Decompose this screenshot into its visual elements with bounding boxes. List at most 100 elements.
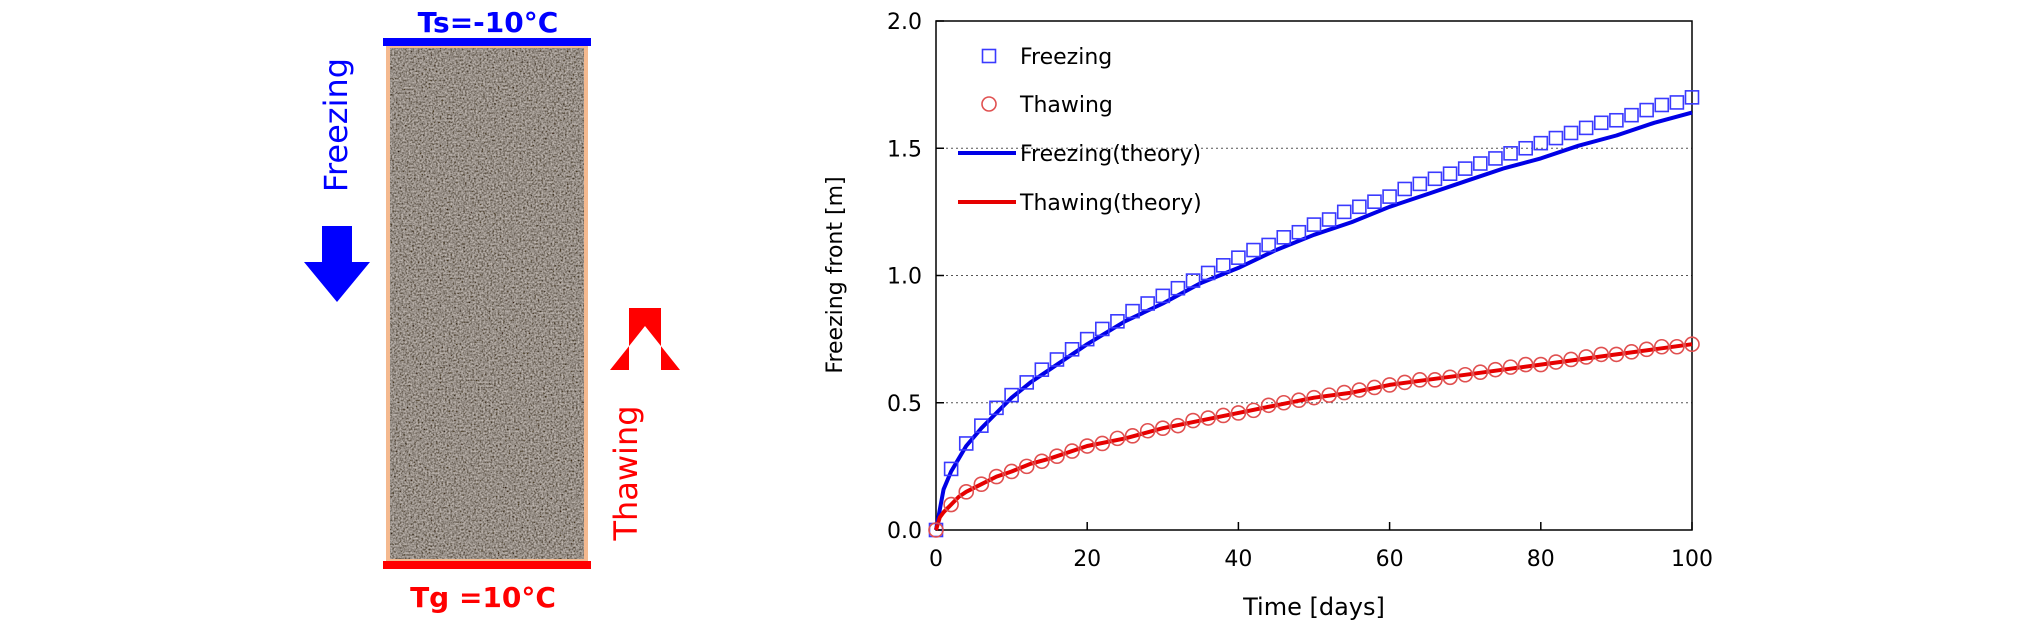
data-point-thawing: [1366, 379, 1383, 396]
data-point-thawing: [1548, 354, 1564, 370]
data-point-freezing: [1503, 146, 1518, 161]
legend-entry-label: Thawing(theory): [1019, 191, 1202, 216]
data-point-freezing: [1004, 387, 1019, 403]
x-tick-label: 20: [1073, 547, 1101, 572]
data-point-thawing: [928, 522, 944, 538]
y-tick-label: 2.0: [887, 10, 922, 35]
freezing-front-chart: 0.00.51.01.52.00 20 40 60 80 100 Time [days] …: [823, 10, 1713, 621]
data-point-thawing: [1079, 438, 1095, 454]
data-point-freezing: [1215, 258, 1231, 273]
data-point-freezing: [1155, 288, 1171, 304]
data-point-thawing: [1200, 410, 1216, 426]
soil-column-diagram: Ts=-10°C Tg =10°C Freezing Thawing: [304, 6, 680, 614]
data-point-freezing: [1276, 230, 1292, 245]
data-point-freezing: [1110, 314, 1125, 329]
data-point-thawing: [1155, 420, 1171, 437]
bottom-boundary-label: Tg =10°C: [410, 581, 556, 614]
x-axis-label: Time [days]: [1242, 593, 1385, 621]
data-point-freezing: [1684, 90, 1700, 105]
data-point-freezing: [1473, 156, 1488, 171]
series-line-thawing-theory-: [934, 342, 1693, 531]
thawing-arrow-icon: [610, 308, 680, 370]
data-point-thawing: [1109, 430, 1126, 447]
data-point-freezing: [1321, 212, 1337, 227]
legend-swatch-square: [981, 48, 997, 64]
x-tick-label: 60: [1376, 547, 1404, 572]
data-point-freezing: [1140, 296, 1155, 311]
data-point-freezing: [1170, 280, 1186, 296]
data-point-thawing: [1502, 359, 1519, 375]
x-tick-label: 40: [1224, 547, 1252, 572]
soil-texture: [390, 48, 584, 559]
data-point-freezing: [1352, 199, 1367, 215]
top-boundary-label: Ts=-10°C: [418, 6, 559, 39]
data-point-freezing: [1593, 115, 1609, 131]
data-point-thawing: [1412, 372, 1428, 388]
data-point-freezing: [1639, 102, 1654, 118]
data-point-thawing: [943, 496, 959, 513]
data-point-freezing: [1064, 342, 1080, 357]
data-point-thawing: [1124, 428, 1141, 444]
legend-entry-label: Freezing(theory): [1020, 142, 1201, 167]
data-point-thawing: [1018, 458, 1035, 475]
x-tick-label: 80: [1527, 547, 1555, 572]
data-point-freezing: [1533, 135, 1549, 151]
y-tick-label: 1.5: [887, 137, 922, 162]
data-point-thawing: [1517, 356, 1534, 373]
data-point-freezing: [1291, 224, 1307, 240]
data-point-thawing: [1457, 366, 1473, 383]
data-point-thawing: [1185, 412, 1201, 429]
data-point-freezing: [1079, 331, 1095, 347]
data-point-freezing: [1125, 303, 1140, 319]
data-point-thawing: [1170, 417, 1186, 434]
data-point-freezing: [1095, 321, 1110, 337]
y-axis-label: Freezing front [m]: [823, 176, 848, 373]
x-tick-label: 0: [929, 547, 943, 572]
data-point-freezing: [1578, 120, 1594, 136]
axis-ticks: 0.0 0.5 1.0 1.5 2.0 0 20 40 60 80 100: [887, 10, 1713, 572]
y-tick-label: 0.5: [887, 392, 922, 417]
y-tick-label: 1.0: [887, 265, 922, 290]
data-point-thawing: [1260, 397, 1277, 414]
data-point-freezing: [989, 400, 1004, 416]
data-point-thawing: [1034, 453, 1050, 470]
freezing-arrow-icon: [304, 226, 370, 302]
data-point-thawing: [973, 476, 990, 492]
data-point-freezing: [1034, 362, 1050, 377]
data-point-freezing: [1412, 176, 1428, 192]
top-boundary-bar: [383, 38, 591, 46]
data-point-thawing: [1472, 364, 1489, 381]
data-point-freezing: [1669, 95, 1685, 110]
data-point-freezing: [1185, 273, 1201, 288]
data-point-freezing: [943, 461, 959, 477]
data-point-freezing: [1367, 194, 1382, 209]
data-point-thawing: [1230, 405, 1247, 421]
data-point-thawing: [1215, 407, 1232, 424]
data-point-thawing: [1321, 387, 1337, 403]
legend: Freezing Thawing Freezing(theory) Thawing(t…: [958, 45, 1202, 216]
data-point-freezing: [1231, 250, 1246, 265]
data-point-thawing: [1094, 435, 1111, 452]
data-point-freezing: [1442, 166, 1458, 181]
data-point-freezing: [958, 436, 974, 451]
gridlines: [936, 147, 1692, 404]
data-point-freezing: [1457, 161, 1473, 176]
data-point-freezing: [974, 418, 989, 433]
data-point-thawing: [1638, 341, 1655, 358]
data-point-thawing: [1003, 463, 1020, 480]
legend-entry-label: Freezing: [1020, 45, 1112, 70]
data-point-thawing: [1291, 392, 1307, 409]
data-point-thawing: [1306, 389, 1322, 406]
data-point-freezing: [1518, 140, 1533, 156]
data-point-thawing: [1684, 336, 1700, 353]
data-point-freezing: [1397, 181, 1413, 197]
bottom-boundary-bar: [383, 561, 591, 569]
data-point-thawing: [1593, 346, 1610, 363]
data-point-thawing: [1578, 349, 1594, 365]
data-point-thawing: [1487, 361, 1504, 378]
data-point-freezing: [1382, 189, 1397, 204]
data-point-freezing: [1488, 151, 1503, 166]
series-line-freezing-theory-: [934, 110, 1693, 531]
data-point-freezing: [1200, 265, 1216, 281]
thawing-direction-label: Thawing: [607, 405, 645, 541]
